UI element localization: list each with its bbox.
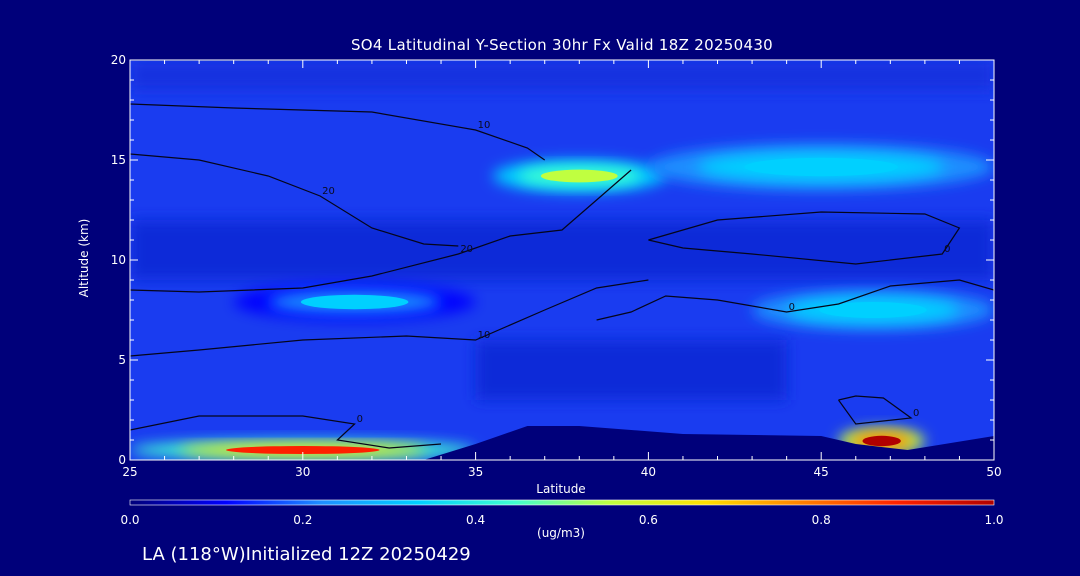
concentration-feature-core (225, 446, 380, 454)
y-tick-label: 0 (118, 453, 126, 467)
x-tick-label: 30 (295, 465, 310, 479)
contour-line (838, 395, 913, 425)
concentration-feature-core (819, 302, 927, 318)
colorbar-tick-label: 0.6 (639, 513, 658, 527)
contour-line (130, 153, 459, 247)
concentration-feature-core (300, 294, 409, 310)
colorbar-tick-label: 0.2 (293, 513, 312, 527)
concentration-feature-core (744, 157, 898, 177)
x-tick-label: 25 (122, 465, 137, 479)
field-band-dark (130, 220, 994, 280)
terrain (130, 426, 994, 460)
y-tick-label: 5 (118, 353, 126, 367)
x-tick-label: 40 (641, 465, 656, 479)
contour-line (648, 211, 961, 265)
y-tick-label: 20 (111, 53, 126, 67)
colorbar (129, 499, 995, 506)
colorbar-tick-label: 0.4 (466, 513, 485, 527)
contour-label: 10 (478, 120, 491, 131)
field-band-dark (475, 340, 787, 400)
y-tick-label: 15 (111, 153, 126, 167)
x-tick-label: 35 (468, 465, 483, 479)
x-tick-label: 45 (814, 465, 829, 479)
contour-line (130, 169, 632, 293)
contour-label: 0 (913, 408, 919, 419)
y-tick-label: 10 (111, 253, 126, 267)
contour-label: 0 (789, 302, 795, 313)
chart-title: SO4 Latitudinal Y-Section 30hr Fx Valid … (350, 36, 774, 54)
contour-line (596, 279, 994, 321)
contour-label: 0 (357, 414, 363, 425)
contour-line (130, 415, 442, 449)
colorbar-tick-label: 0.8 (812, 513, 831, 527)
field-band-dark (130, 60, 994, 90)
concentration-feature-core (862, 435, 901, 447)
colorbar-tick-label: 0.0 (120, 513, 139, 527)
footer-initialized-text: LA (118°W)Initialized 12Z 20250429 (142, 544, 471, 565)
concentration-field (130, 60, 994, 460)
contour-line (130, 103, 546, 161)
contour-label: 20 (322, 186, 335, 197)
x-tick-label: 50 (986, 465, 1001, 479)
colorbar-tick-label: 1.0 (984, 513, 1003, 527)
contour-line (130, 279, 649, 357)
y-axis-label: Altitude (km) (77, 218, 91, 298)
concentration-feature-core (540, 169, 618, 183)
x-axis-label: Latitude (536, 482, 586, 496)
colorbar-unit: (ug/m3) (537, 526, 585, 540)
contour-label: 10 (478, 330, 491, 341)
contour-label: 0 (944, 244, 950, 255)
contour-label: 20 (460, 244, 473, 255)
